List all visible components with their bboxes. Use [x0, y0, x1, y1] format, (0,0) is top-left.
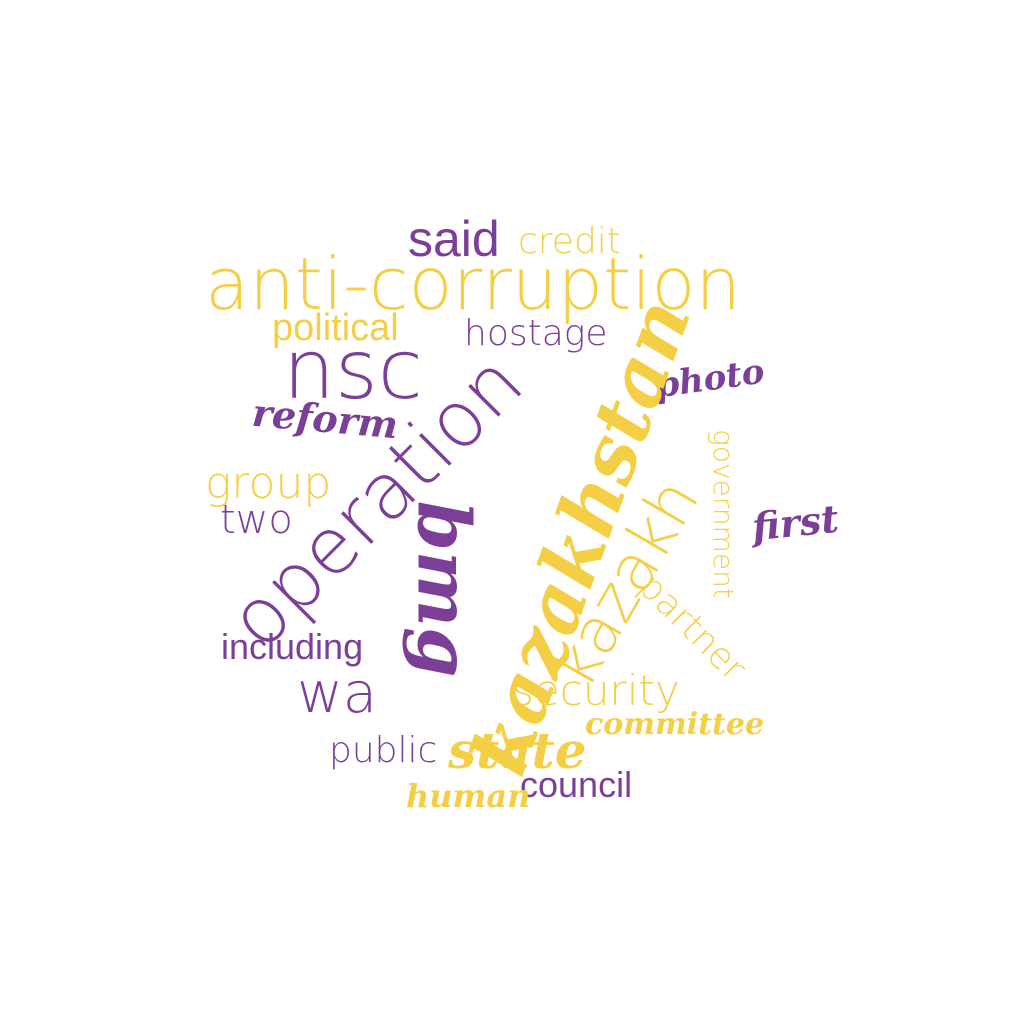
word-committee: committee — [585, 707, 765, 742]
word-nsc: nsc — [283, 323, 423, 418]
word-group: group — [205, 458, 332, 509]
word-two: two — [220, 497, 293, 543]
word-first: first — [749, 495, 841, 550]
word-wa: wa — [297, 661, 378, 726]
word-said: said — [408, 211, 500, 267]
word-public: public — [329, 730, 438, 771]
word-state: state — [448, 721, 587, 780]
word-council: council — [520, 764, 633, 805]
word-including: including — [221, 626, 364, 667]
word-anti-corruption: anti-corruption — [205, 242, 742, 326]
word-bmg: bmg — [401, 500, 487, 678]
word-human: human — [406, 777, 531, 815]
word-political: political — [272, 307, 399, 349]
word-hostage: hostage — [464, 313, 608, 354]
word-credit: credit — [518, 221, 621, 262]
word-security: security — [512, 666, 680, 715]
word-government: government — [706, 429, 740, 599]
